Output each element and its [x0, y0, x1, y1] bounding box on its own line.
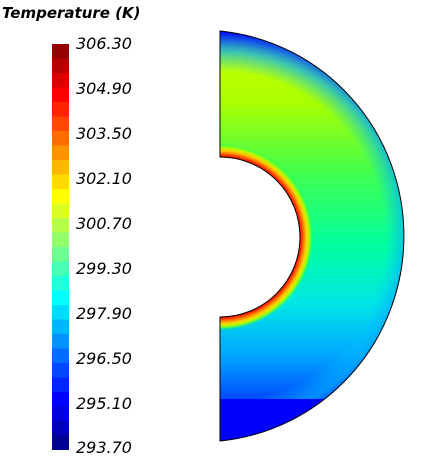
- color-legend-band: [52, 334, 69, 350]
- inner-wall-hot-band: [220, 31, 404, 441]
- legend-tick-label: 303.50: [76, 124, 132, 143]
- color-legend-band: [52, 189, 69, 205]
- color-legend-band: [52, 131, 69, 147]
- color-legend-band: [52, 392, 69, 408]
- color-legend-band: [52, 435, 69, 450]
- legend-tick-label: 299.30: [76, 259, 132, 278]
- legend-tick-label: 306.30: [76, 34, 132, 53]
- legend-tick-label: 304.90: [76, 79, 132, 98]
- legend-title: Temperature (K): [2, 4, 141, 22]
- color-legend-band: [52, 261, 69, 277]
- color-legend-band: [52, 160, 69, 176]
- color-legend-band: [52, 203, 69, 219]
- color-legend-band: [52, 348, 69, 364]
- color-legend-band: [52, 73, 69, 89]
- color-legend-band: [52, 290, 69, 306]
- color-legend-band: [52, 276, 69, 292]
- temperature-contour-plot: [219, 30, 405, 442]
- bottom-cold-region: [220, 399, 404, 441]
- color-legend-bar: [52, 44, 69, 450]
- color-legend-band: [52, 218, 69, 234]
- color-legend-band: [52, 87, 69, 103]
- color-legend-band: [52, 319, 69, 335]
- color-legend-band: [52, 102, 69, 118]
- color-legend-band: [52, 44, 69, 60]
- color-legend-band: [52, 145, 69, 161]
- color-legend-band: [52, 116, 69, 132]
- color-legend-band: [52, 363, 69, 379]
- legend-tick-label: 296.50: [76, 349, 132, 368]
- legend-tick-label: 295.10: [76, 394, 132, 413]
- color-legend-band: [52, 305, 69, 321]
- color-legend-band: [52, 174, 69, 190]
- legend-tick-label: 297.90: [76, 304, 132, 323]
- legend-tick-label: 300.70: [76, 214, 132, 233]
- color-legend-band: [52, 421, 69, 437]
- color-legend-band: [52, 58, 69, 74]
- color-legend-band: [52, 377, 69, 393]
- color-legend-band: [52, 247, 69, 263]
- color-legend-band: [52, 406, 69, 422]
- legend-tick-label: 293.70: [76, 438, 132, 457]
- annulus-outline: [219, 30, 405, 442]
- color-legend-band: [52, 232, 69, 248]
- legend-tick-label: 302.10: [76, 169, 132, 188]
